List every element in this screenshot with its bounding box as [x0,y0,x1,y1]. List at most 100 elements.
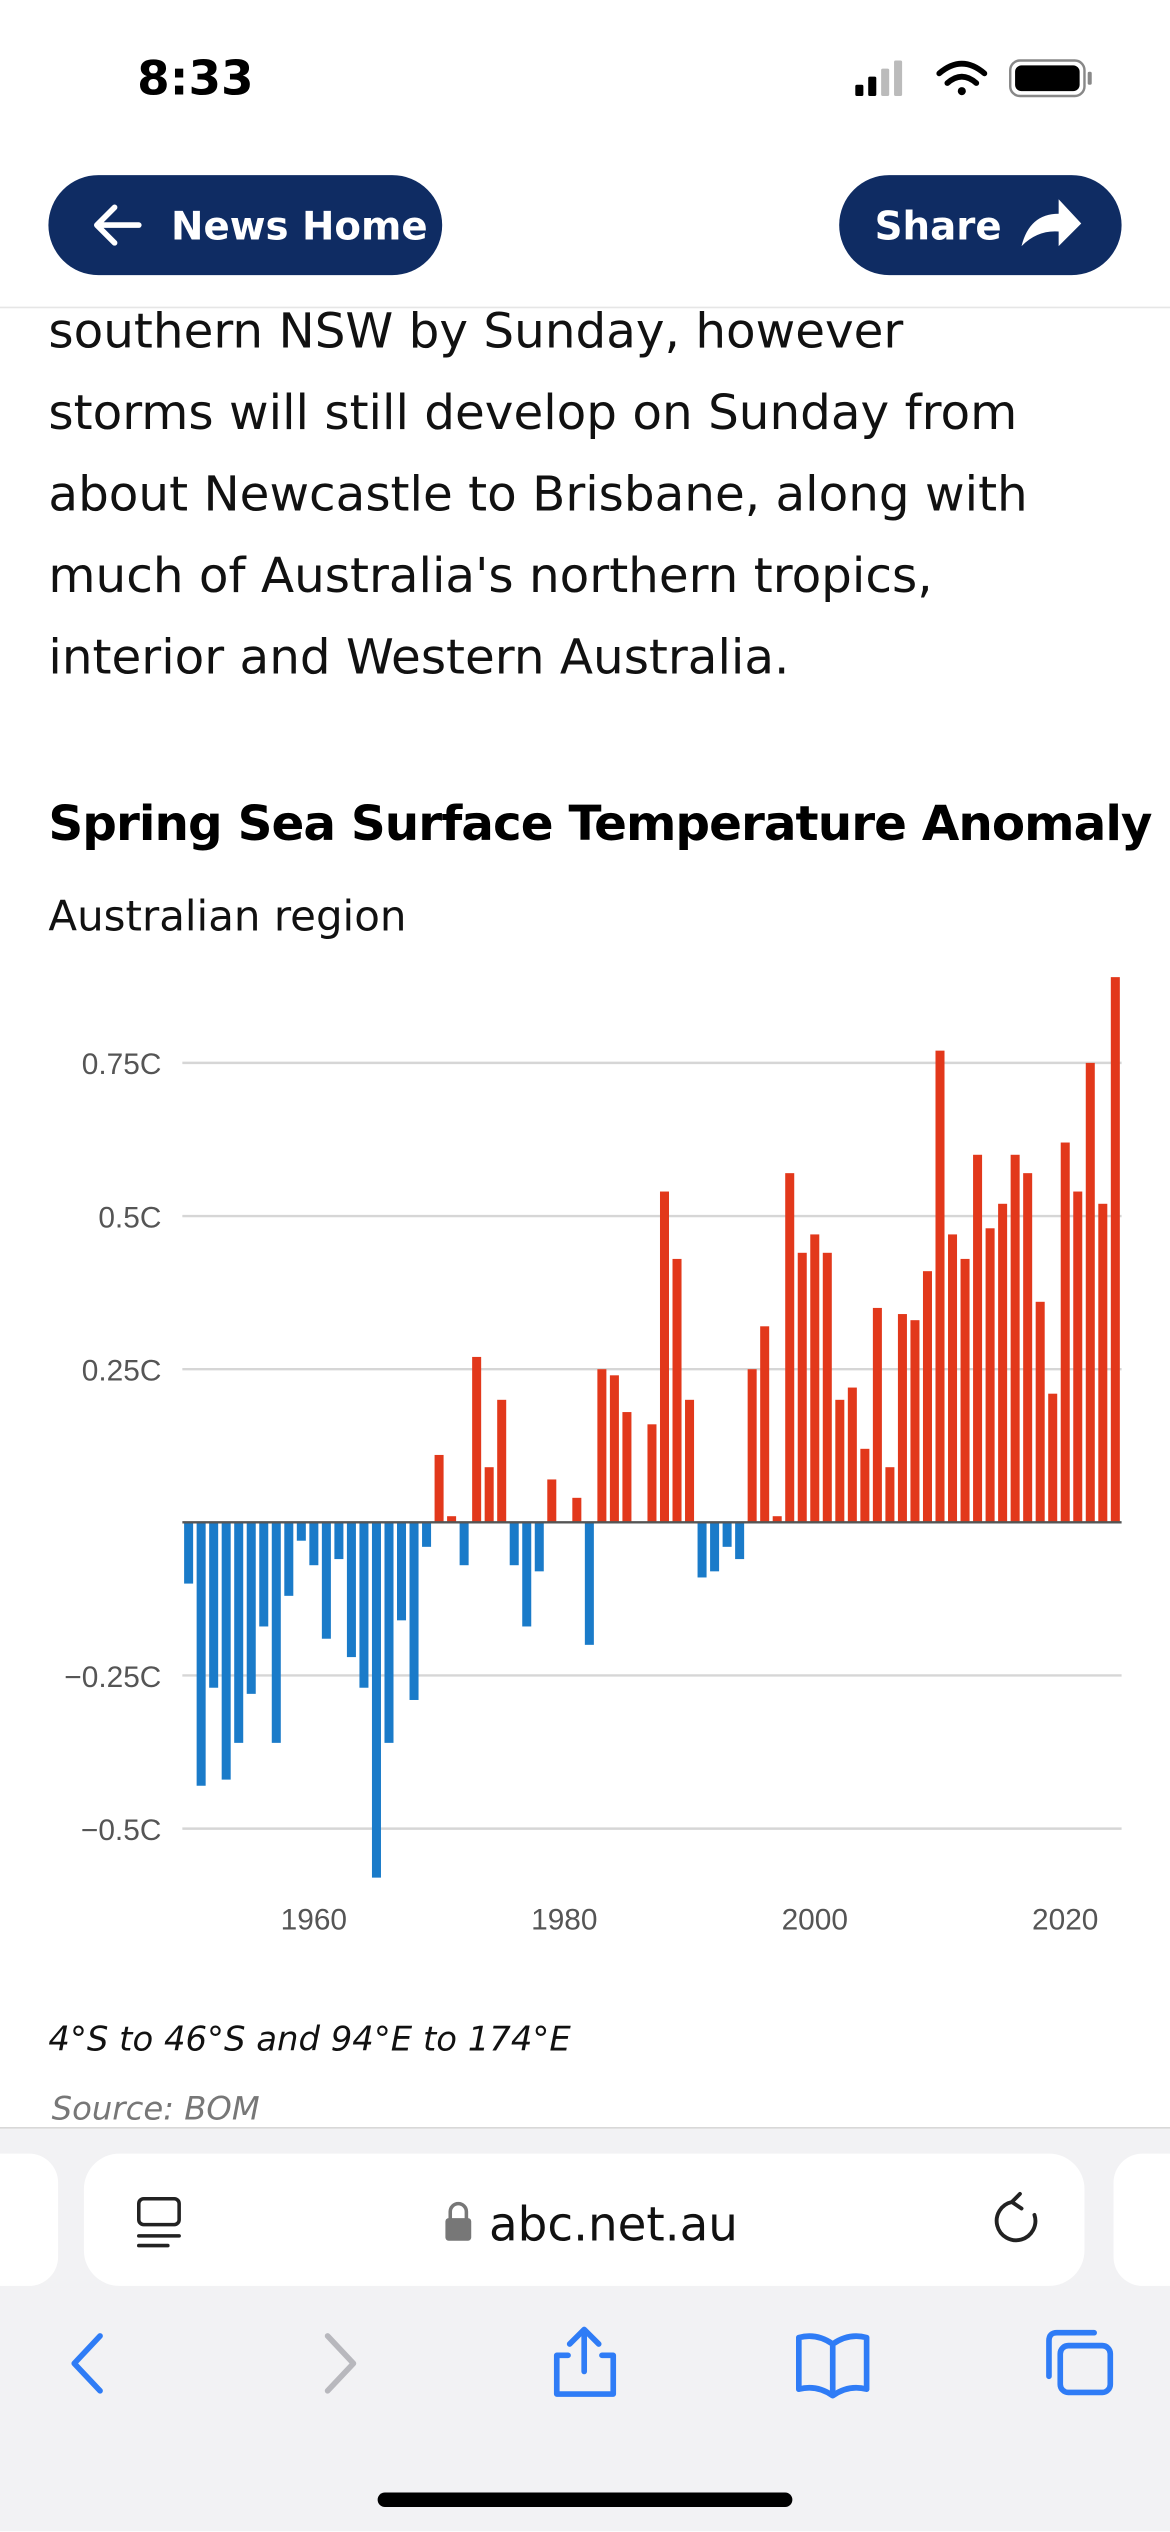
lock-icon [445,2201,472,2241]
bar [359,1522,369,1688]
bar [509,1522,519,1566]
bar [735,1522,745,1560]
bookmarks-icon[interactable] [796,2333,870,2399]
bar [1073,1191,1083,1523]
article-line: southern NSW by Sunday, however [48,304,903,360]
bar [1110,977,1120,1523]
bar [397,1522,407,1621]
bar [872,1307,882,1523]
reader-icon[interactable] [137,2196,181,2248]
prev-tab[interactable] [0,2153,59,2286]
bar [221,1522,231,1780]
x-tick-label: 1980 [531,1903,597,1936]
home-indicator [377,2492,793,2508]
article-text: southern NSW by Sunday, however storms wi… [48,304,1027,686]
share-button[interactable]: Share [839,175,1122,276]
bar [484,1467,494,1523]
bar [459,1522,469,1566]
x-tick-label: 2000 [782,1903,848,1936]
bar [797,1252,807,1523]
bar [472,1356,482,1523]
bar [922,1271,932,1523]
bar [1035,1301,1045,1523]
bar [948,1234,958,1523]
button-label[interactable]: News Home [171,205,428,250]
y-tick-label: 0.5C [98,1201,161,1234]
bar [497,1399,507,1523]
bar [597,1369,607,1523]
bar [547,1479,557,1523]
share-icon[interactable] [553,2326,617,2397]
chart-title: Spring Sea Surface Temperature Anomaly [48,796,1152,852]
bar [647,1424,657,1523]
x-tick-label: 1960 [281,1903,347,1936]
bar [609,1375,619,1523]
tabs-icon[interactable] [1046,2329,1114,2396]
bar [810,1234,820,1523]
bar [1085,1062,1095,1523]
bar [685,1399,695,1523]
bar [897,1314,907,1523]
article-line: much of Australia's northern tropics, [48,548,932,604]
bar [747,1369,757,1523]
bar [196,1522,206,1786]
bar [622,1412,632,1523]
bar [847,1387,857,1523]
back-icon[interactable] [71,2333,103,2394]
bar [284,1522,294,1596]
bar [760,1326,770,1523]
bar [584,1522,594,1645]
bar [321,1522,331,1639]
url-bar[interactable]: abc.net.au [83,2153,1085,2286]
chart: −0.5C −0.25C 0.25C 0.5C 0.75C 1960 1980 2000 202… [64,977,1122,1936]
bar [1098,1203,1108,1523]
bar [659,1191,670,1523]
bar [534,1522,544,1572]
article-line: storms will still develop on Sunday from [48,385,1017,441]
bar [522,1522,532,1627]
button-label[interactable]: Share [875,205,1002,250]
article-line: about Newcastle to Brisbane, along with [48,467,1027,523]
bar [259,1522,269,1627]
bar [985,1228,995,1523]
bar [973,1154,983,1523]
battery-icon [1009,59,1092,98]
y-tick-label: 0.75C [82,1048,162,1081]
url-text[interactable]: abc.net.au [489,2199,738,2253]
y-tick-label: −0.25C [64,1661,161,1694]
bar [246,1522,256,1694]
bar [935,1050,945,1523]
bar [835,1399,845,1523]
bar [998,1203,1008,1523]
reload-icon[interactable] [994,2191,1038,2243]
bar [309,1522,319,1566]
bar [234,1522,244,1743]
bar [1060,1142,1070,1523]
bar [772,1516,782,1523]
bar [434,1454,444,1523]
bar [710,1522,720,1572]
bar [346,1522,356,1658]
next-tab[interactable] [1113,2153,1170,2286]
bar [960,1258,970,1523]
bar [697,1522,707,1578]
chart-subtitle: Australian region [48,891,406,940]
news-home-button[interactable]: News Home [48,175,443,276]
bar [572,1497,582,1523]
signal-icon [855,60,903,96]
bar [1023,1173,1033,1523]
x-tick-label: 2020 [1032,1903,1098,1936]
bar [785,1173,795,1523]
bar [296,1522,306,1541]
y-tick-label: −0.5C [81,1814,161,1847]
bar [209,1522,219,1688]
bar [1010,1154,1020,1523]
bar [885,1467,895,1523]
bar [271,1522,281,1743]
bar [1048,1393,1058,1523]
bar [910,1320,920,1523]
forward-icon [324,2333,357,2394]
status-time: 8:33 [137,52,253,106]
bar [860,1448,870,1523]
